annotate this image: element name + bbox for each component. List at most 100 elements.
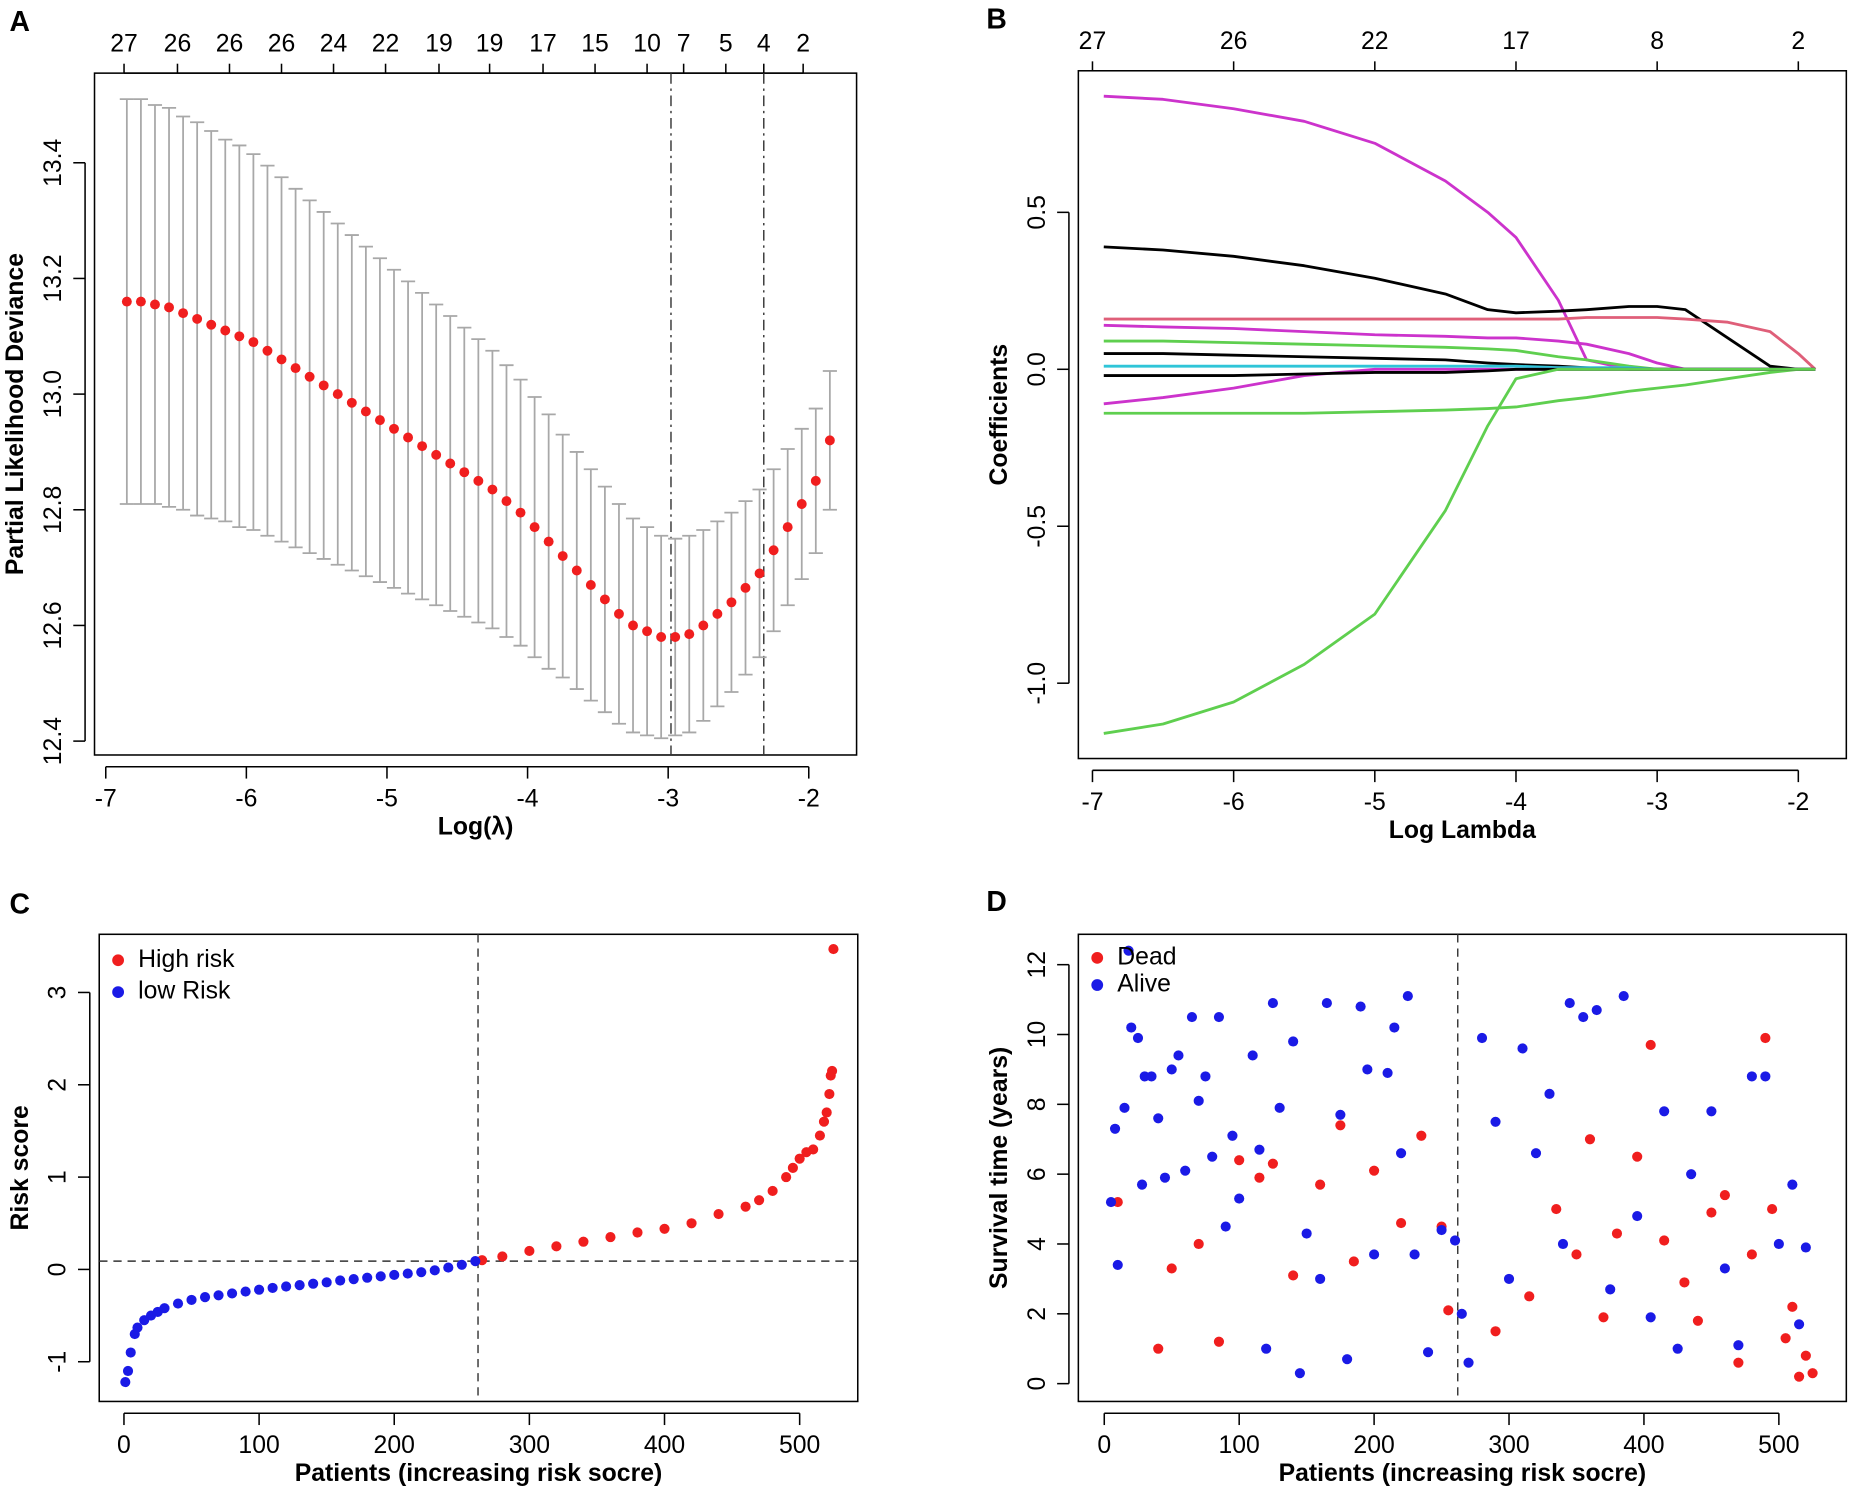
x-tick-label: 400 <box>1623 1432 1664 1459</box>
top-tick-label: 24 <box>320 30 348 57</box>
point <box>1247 1050 1258 1061</box>
point <box>1490 1326 1501 1337</box>
point <box>1261 1343 1272 1354</box>
top-tick-label: 4 <box>757 30 771 57</box>
point <box>276 354 287 365</box>
point <box>1105 1197 1117 1208</box>
point <box>1234 1193 1245 1204</box>
point <box>220 325 231 336</box>
x-tick-label: -5 <box>376 785 398 812</box>
x-tick-label: 200 <box>374 1432 415 1459</box>
point <box>1153 1343 1164 1354</box>
point <box>1679 1277 1690 1288</box>
y-tick-label: 10 <box>1024 1021 1051 1049</box>
point <box>599 594 610 605</box>
point <box>818 1116 830 1127</box>
point <box>459 467 470 478</box>
point <box>178 308 189 319</box>
legend-marker <box>112 986 125 998</box>
point <box>1396 1148 1407 1159</box>
x-axis-title: Log(λ) <box>438 814 514 841</box>
top-tick-label: 27 <box>1079 28 1107 55</box>
panel-letter: A <box>10 5 30 37</box>
point <box>1213 1336 1225 1347</box>
point <box>1422 1347 1434 1358</box>
point <box>1362 1064 1373 1075</box>
point <box>787 1162 798 1173</box>
point <box>814 1130 825 1141</box>
point <box>1787 1301 1798 1312</box>
y-tick-label: 6 <box>1024 1167 1051 1181</box>
point <box>684 629 695 640</box>
point <box>824 435 835 446</box>
point <box>1591 1004 1602 1016</box>
point <box>417 441 428 452</box>
y-tick-label: 13.2 <box>40 254 67 302</box>
point <box>281 1281 292 1292</box>
x-tick-label: -3 <box>1646 789 1668 816</box>
y-tick-label: 0 <box>45 1263 72 1277</box>
point <box>529 522 540 533</box>
point <box>150 299 160 310</box>
y-tick-label: -1.0 <box>1024 662 1051 705</box>
point <box>605 1232 616 1243</box>
point <box>262 345 273 356</box>
point <box>1396 1217 1407 1229</box>
point <box>1315 1179 1326 1190</box>
y-tick-label: 12.8 <box>40 486 67 534</box>
legend-label: High risk <box>138 946 235 973</box>
point <box>121 296 132 307</box>
point <box>1234 1155 1245 1166</box>
point <box>240 1286 251 1297</box>
point <box>740 582 751 593</box>
point <box>1173 1050 1184 1061</box>
point <box>403 432 414 443</box>
point <box>172 1298 184 1309</box>
point <box>374 415 385 426</box>
y-axis-title: Survival time (years) <box>986 1047 1013 1289</box>
point <box>524 1245 535 1257</box>
point <box>186 1294 197 1305</box>
top-tick-label: 26 <box>164 30 192 57</box>
point <box>1530 1148 1542 1159</box>
y-axis-title: Risk score <box>7 1105 34 1230</box>
point <box>445 458 456 469</box>
top-tick-label: 26 <box>268 30 296 57</box>
point <box>1632 1151 1643 1162</box>
legend-marker <box>1091 951 1104 964</box>
point <box>1436 1224 1447 1236</box>
point <box>213 1290 224 1301</box>
point <box>1733 1357 1744 1368</box>
point <box>578 1236 589 1247</box>
point <box>1274 1102 1285 1113</box>
point <box>294 1280 305 1291</box>
point <box>402 1268 413 1279</box>
x-axis-title: Patients (increasing risk socre) <box>1279 1460 1647 1487</box>
point <box>1618 991 1629 1002</box>
point <box>1109 1123 1121 1134</box>
point <box>1132 1032 1144 1044</box>
plot-area <box>1105 945 1818 1382</box>
point <box>1119 1102 1130 1113</box>
y-axis-title: Coefficients <box>986 344 1013 486</box>
x-tick-label: -7 <box>1081 789 1103 816</box>
point <box>1463 1357 1474 1368</box>
point <box>585 580 596 590</box>
x-tick-label: 500 <box>779 1432 820 1459</box>
point <box>1449 1235 1461 1246</box>
point <box>1719 1263 1730 1274</box>
point <box>1794 1319 1805 1330</box>
point <box>1557 1238 1569 1250</box>
y-axis-title: Partial Likelihood Deviance <box>2 253 29 575</box>
point <box>1288 1036 1299 1047</box>
point <box>1564 998 1575 1009</box>
point <box>431 449 442 460</box>
legend-marker <box>112 954 125 967</box>
point <box>1294 1368 1305 1379</box>
point <box>726 597 737 608</box>
top-tick-label: 2 <box>796 30 810 57</box>
point <box>234 331 245 342</box>
x-tick-label: 0 <box>1097 1432 1111 1459</box>
x-tick-label: 300 <box>1488 1432 1529 1459</box>
y-tick-label: -1 <box>45 1351 72 1373</box>
